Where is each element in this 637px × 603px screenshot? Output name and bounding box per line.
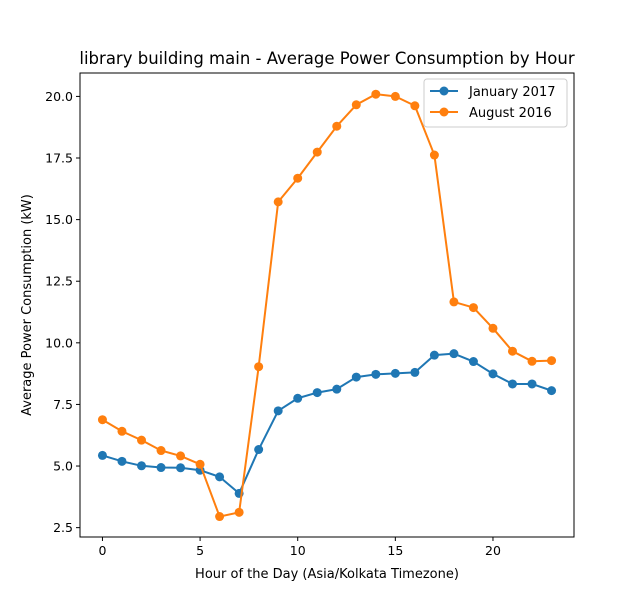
data-point-august-2016 [137, 435, 147, 445]
data-point-august-2016 [312, 147, 322, 157]
data-point-january-2017 [293, 393, 303, 403]
data-point-january-2017 [527, 379, 537, 389]
legend-label-january-2017: January 2017 [468, 85, 556, 100]
legend: January 2017 August 2016 [423, 78, 568, 128]
data-point-august-2016 [429, 150, 439, 160]
legend-label-august-2016: August 2016 [469, 106, 552, 121]
x-tick-label: 15 [387, 543, 403, 558]
series-january-2017 [97, 349, 557, 498]
legend-box [423, 78, 568, 128]
data-point-january-2017 [351, 372, 361, 382]
chart-title: library building main - Average Power Co… [79, 49, 574, 68]
data-point-august-2016 [293, 173, 303, 183]
data-point-january-2017 [176, 463, 186, 473]
plot-area [80, 73, 574, 537]
data-point-january-2017 [156, 463, 166, 473]
x-tick-label: 20 [485, 543, 501, 558]
data-point-august-2016 [351, 100, 361, 110]
data-point-january-2017 [312, 388, 322, 398]
data-point-january-2017 [429, 350, 439, 360]
data-point-january-2017 [410, 367, 420, 377]
data-point-january-2017 [137, 461, 147, 471]
y-tick-label: 15.0 [45, 212, 73, 227]
data-point-august-2016 [332, 121, 342, 131]
plot-frame [79, 72, 575, 538]
x-axis-label: Hour of the Day (Asia/Kolkata Timezone) [195, 567, 459, 582]
y-tick-label: 10.0 [45, 335, 73, 350]
data-point-august-2016 [156, 446, 166, 456]
data-point-january-2017 [468, 357, 478, 367]
data-point-january-2017 [371, 369, 381, 379]
y-tick-label: 2.5 [53, 520, 73, 535]
y-tick-label: 5.0 [53, 459, 73, 474]
data-point-august-2016 [254, 362, 264, 372]
data-point-january-2017 [273, 406, 283, 416]
y-tick-label: 12.5 [45, 274, 73, 289]
data-point-august-2016 [468, 303, 478, 313]
data-point-august-2016 [176, 451, 186, 461]
data-point-january-2017 [215, 472, 225, 482]
data-point-january-2017 [449, 349, 459, 359]
x-tick-label: 0 [98, 543, 106, 558]
data-point-january-2017 [390, 368, 400, 378]
data-point-january-2017 [547, 386, 557, 396]
y-tick-label: 20.0 [45, 89, 73, 104]
data-point-august-2016 [273, 197, 283, 207]
legend-marker-august-2016 [439, 107, 449, 117]
data-point-january-2017 [97, 450, 107, 460]
data-point-january-2017 [507, 379, 517, 389]
legend-marker-january-2017 [439, 86, 449, 96]
y-tick-label: 17.5 [45, 151, 73, 166]
data-point-august-2016 [527, 356, 537, 366]
data-point-august-2016 [97, 415, 107, 425]
data-point-august-2016 [117, 426, 127, 436]
data-point-august-2016 [234, 507, 244, 517]
y-tick-label: 7.5 [53, 397, 73, 412]
data-point-august-2016 [371, 89, 381, 99]
data-point-august-2016 [547, 356, 557, 366]
data-point-august-2016 [390, 91, 400, 101]
data-point-january-2017 [488, 369, 498, 379]
data-point-august-2016 [488, 323, 498, 333]
x-tick-label: 5 [196, 543, 204, 558]
data-point-august-2016 [449, 297, 459, 307]
data-point-august-2016 [507, 346, 517, 356]
data-point-august-2016 [410, 101, 420, 111]
data-point-january-2017 [332, 384, 342, 394]
x-tick-label: 10 [290, 543, 306, 558]
series-august-2016 [97, 89, 557, 522]
data-point-august-2016 [195, 459, 205, 469]
data-point-january-2017 [117, 456, 127, 466]
data-point-august-2016 [215, 512, 225, 522]
series-layer [97, 89, 557, 522]
axes-layer: 0 5 10 15 20 2.5 5.0 7.5 10.0 12.5 15.0 17.5 20.0 [45, 89, 501, 558]
y-axis-label: Average Power Consumption (kW) [20, 194, 35, 416]
data-point-january-2017 [254, 445, 264, 455]
